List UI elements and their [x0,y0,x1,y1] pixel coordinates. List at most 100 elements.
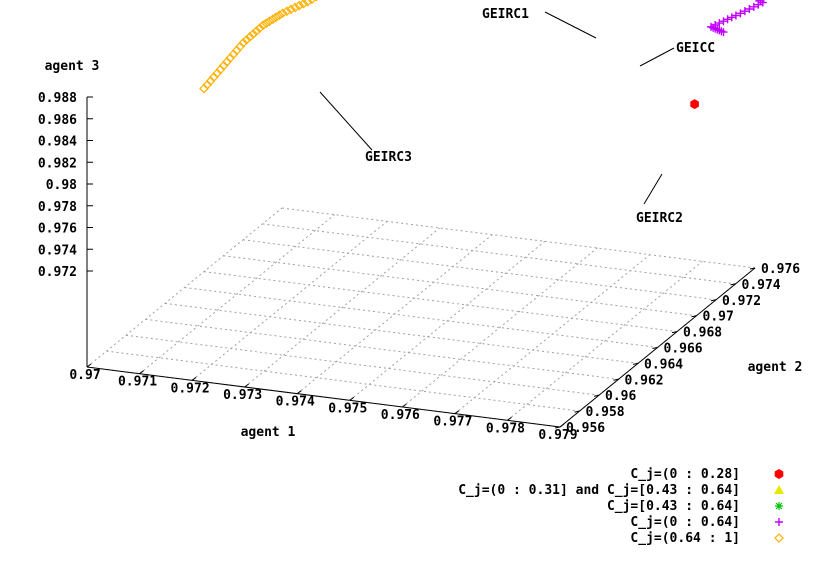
data-point [254,23,265,34]
annotation-leader [544,11,597,39]
legend-label: C_j=(0 : 0.31] and C_j=[0.43 : 0.64] [458,483,740,498]
data-point [238,37,249,48]
data-point [719,28,728,37]
data-point [731,11,740,20]
z-tick-label: 0.98 [46,178,77,193]
legend-symbol [774,469,784,479]
y-tick-mark [652,347,658,349]
data-point [736,9,745,18]
data-point [212,68,222,79]
data-point [302,0,313,7]
z-tick-label: 0.984 [38,135,77,150]
data-point [205,76,216,86]
y-tick-label: 0.968 [683,326,722,341]
x-tick-label: 0.973 [223,388,262,403]
grid-line [242,239,717,301]
y-tick-label: 0.966 [664,342,703,357]
x-tick-label: 0.972 [171,381,210,396]
z-tick-label: 0.972 [38,265,77,280]
data-point [723,15,732,24]
data-point [241,34,252,45]
axes [86,96,756,429]
y-axis-title: agent 2 [748,360,803,375]
annotation-leader [643,173,663,205]
data-point [758,0,767,7]
z-axis-title: agent 3 [45,59,100,74]
data-point [222,56,232,67]
data-point [281,6,292,17]
series-0 [690,99,699,110]
legend-symbol [774,533,784,543]
data-point [755,0,757,2]
x-tick-mark [559,423,565,428]
grid-line [507,260,703,421]
series-3 [707,0,767,37]
x-tick-label: 0.975 [328,401,367,416]
z-tick-label: 0.982 [38,156,77,171]
grid-line [139,214,335,375]
y-tick-mark [691,315,697,318]
data-points [199,0,767,110]
x-tick-label: 0.971 [118,375,157,390]
grid-line [402,247,598,408]
annotation-label: GEIRC3 [365,150,412,165]
y-tick-label: 0.956 [566,421,605,436]
grid-line [281,207,756,269]
data-point [298,0,309,9]
y-tick-mark [574,410,580,413]
data-point [719,17,728,26]
data-point [271,12,281,23]
grid-line [184,287,658,348]
data-point [290,2,300,13]
data-point [294,0,305,11]
y-tick-label: 0.958 [586,405,625,420]
data-point [228,49,239,60]
data-point [199,83,209,94]
x-tick-mark [86,363,92,368]
x-tick-label: 0.977 [433,415,472,430]
data-point [225,53,236,63]
data-point [248,29,259,39]
data-point [286,4,296,15]
legend-label: C_j=(0.64 : 1] [630,531,740,546]
x-tick-label: 0.97 [69,368,100,383]
data-point [231,45,242,56]
y-tick-mark [554,426,561,429]
legend: C_j=(0 : 0.28]C_j=(0 : 0.31] and C_j=[0.… [458,467,784,546]
y-tick-label: 0.964 [644,357,683,372]
data-point [267,14,278,25]
x-tick-mark [191,376,197,381]
y-tick-label: 0.96 [605,389,636,404]
grid-line [262,223,736,285]
y-tick-mark [710,299,717,302]
legend-label: C_j=[0.43 : 0.64] [607,499,740,514]
data-point [264,16,275,27]
data-point [218,60,229,71]
data-point [202,79,213,90]
legend-label: C_j=(0 : 0.64] [630,515,740,530]
legend-symbol [775,502,783,510]
grid-line [349,240,546,401]
data-point [235,41,245,52]
data-point [715,19,724,28]
x-tick-label: 0.979 [538,428,577,443]
grid-line [145,318,619,380]
legend-symbol [774,485,784,494]
y-tick-mark [730,283,736,286]
x-tick-mark [139,370,144,375]
data-point [690,99,699,110]
x-tick-mark [507,416,512,421]
x-tick-mark [349,396,355,401]
y-tick-label: 0.974 [742,278,781,293]
x-tick-mark [244,383,249,388]
grid-line [164,302,639,364]
data-point [749,2,758,11]
y-tick-mark [749,267,756,270]
x-tick-label: 0.974 [276,395,315,410]
data-point [245,32,255,42]
y-tick-label: 0.97 [703,310,734,325]
z-tick-label: 0.988 [38,91,77,106]
data-point [740,7,749,16]
data-point [727,13,736,22]
